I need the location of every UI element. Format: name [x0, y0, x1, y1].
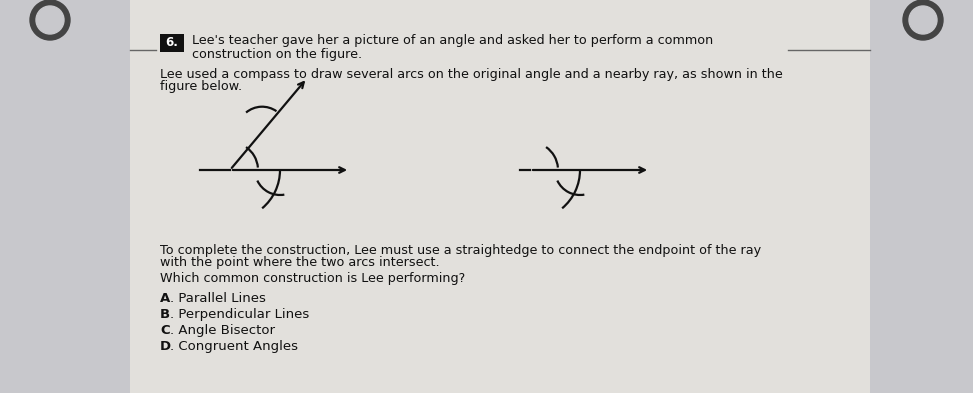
Text: C: C: [160, 324, 169, 337]
Text: figure below.: figure below.: [160, 80, 242, 93]
Circle shape: [36, 6, 64, 34]
Text: . Angle Bisector: . Angle Bisector: [170, 324, 275, 337]
Text: Which common construction is Lee performing?: Which common construction is Lee perform…: [160, 272, 465, 285]
Text: Lee used a compass to draw several arcs on the original angle and a nearby ray, : Lee used a compass to draw several arcs …: [160, 68, 782, 81]
FancyBboxPatch shape: [160, 34, 184, 52]
Text: B: B: [160, 308, 170, 321]
Text: Lee's teacher gave her a picture of an angle and asked her to perform a common: Lee's teacher gave her a picture of an a…: [192, 34, 713, 47]
Text: 6.: 6.: [165, 37, 178, 50]
Text: with the point where the two arcs intersect.: with the point where the two arcs inters…: [160, 256, 440, 269]
Text: construction on the figure.: construction on the figure.: [192, 48, 362, 61]
Text: A: A: [160, 292, 170, 305]
Circle shape: [903, 0, 943, 40]
Text: To complete the construction, Lee must use a straightedge to connect the endpoin: To complete the construction, Lee must u…: [160, 244, 761, 257]
Circle shape: [30, 0, 70, 40]
Text: . Perpendicular Lines: . Perpendicular Lines: [170, 308, 309, 321]
FancyBboxPatch shape: [130, 0, 870, 393]
Circle shape: [909, 6, 937, 34]
Text: . Parallel Lines: . Parallel Lines: [170, 292, 266, 305]
Text: D: D: [160, 340, 171, 353]
Text: . Congruent Angles: . Congruent Angles: [170, 340, 298, 353]
